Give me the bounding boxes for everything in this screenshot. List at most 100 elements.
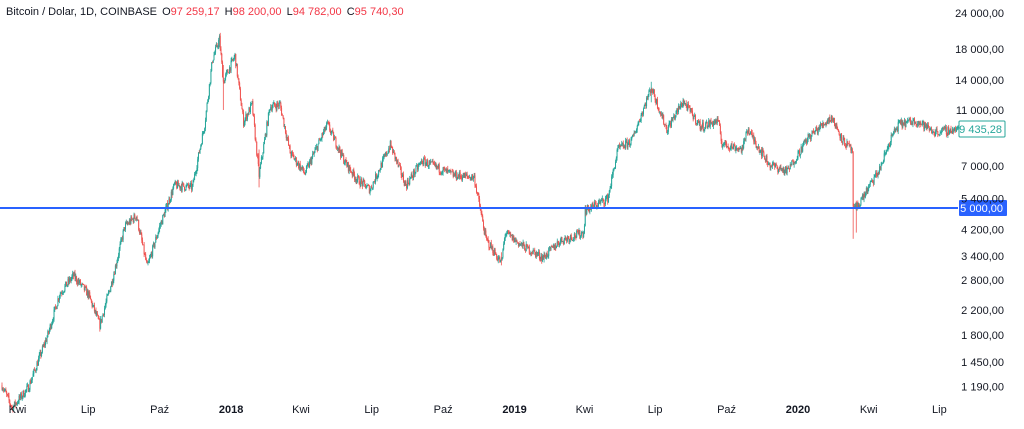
candle <box>241 102 243 110</box>
candle-body <box>770 165 772 168</box>
candle-body <box>83 284 85 285</box>
candle-body <box>751 132 753 137</box>
candle-body <box>572 239 574 241</box>
candle <box>594 200 596 205</box>
candle-body <box>10 403 12 406</box>
candle <box>100 316 102 330</box>
candle-body <box>865 187 867 194</box>
candle <box>249 107 251 113</box>
candle <box>668 120 670 128</box>
candle-body <box>888 145 890 147</box>
candle <box>700 126 702 132</box>
candle <box>611 174 613 190</box>
candle-body <box>737 149 739 151</box>
candle <box>705 121 707 130</box>
candle-body <box>696 122 698 124</box>
candle <box>429 160 431 166</box>
candle <box>7 392 9 398</box>
candle-body <box>385 152 387 156</box>
candle <box>206 102 208 113</box>
candle <box>391 145 393 149</box>
candle <box>46 335 48 345</box>
candle <box>291 150 293 158</box>
candle-body <box>535 252 537 257</box>
candle-body <box>773 162 775 165</box>
candle <box>339 146 341 154</box>
candle <box>899 119 901 124</box>
candle-body <box>854 204 856 208</box>
candle-body <box>260 163 262 169</box>
candle-body <box>560 237 562 241</box>
candle-body <box>656 99 658 104</box>
candle-body <box>392 150 394 154</box>
candle <box>823 124 825 126</box>
candle <box>117 252 119 262</box>
candle-body <box>677 108 679 113</box>
candle <box>184 186 186 192</box>
candle-body <box>582 232 584 237</box>
candle <box>509 231 511 237</box>
candle-body <box>606 195 608 198</box>
candle <box>505 232 507 238</box>
candle <box>115 263 117 269</box>
candle-body <box>464 173 466 178</box>
candle <box>890 132 892 146</box>
candle <box>928 126 930 133</box>
candle <box>197 156 199 171</box>
candle <box>403 180 405 187</box>
candle-body <box>891 134 893 137</box>
candle-body <box>353 169 355 175</box>
candle-body <box>417 165 419 170</box>
time-tick-label: Paź <box>150 404 169 416</box>
candle-body <box>22 390 24 397</box>
candle-body <box>712 122 714 127</box>
candle-body <box>910 119 912 125</box>
candle-body <box>190 183 192 190</box>
candle-body <box>406 180 408 189</box>
candle-body <box>788 167 790 169</box>
candle-body <box>646 97 648 107</box>
candle-body <box>917 121 919 124</box>
candle-body <box>922 121 924 123</box>
candle <box>343 153 345 165</box>
candle <box>218 34 220 48</box>
candle-body <box>591 203 593 207</box>
candle-body <box>845 146 847 147</box>
candle <box>308 162 310 168</box>
candle-body <box>915 121 917 125</box>
candle-body <box>298 162 300 169</box>
candle <box>396 159 398 164</box>
time-axis[interactable]: Kwi Lip Paź 2018 Kwi Lip Paź 2019 Kwi Lip Paź 2020 K… <box>9 404 947 416</box>
candle-body <box>270 107 272 111</box>
candle <box>529 252 531 255</box>
candle-body <box>707 125 709 129</box>
candle-body <box>580 235 582 238</box>
candle <box>645 102 647 110</box>
candle-body <box>531 252 533 254</box>
candle-body <box>368 185 370 187</box>
candle-body <box>864 194 866 197</box>
candle <box>886 145 888 152</box>
candle-body <box>63 290 65 293</box>
candle <box>156 235 158 239</box>
candle-body <box>741 146 743 153</box>
candle <box>665 122 667 130</box>
horizontal-line-layer[interactable]: 5 000,00 <box>0 199 1007 216</box>
candle-body <box>631 137 633 139</box>
candle-body <box>311 157 313 164</box>
candle <box>680 100 682 110</box>
candle-body <box>137 220 139 221</box>
candle <box>625 138 627 144</box>
candle-body <box>168 198 170 205</box>
candle-body <box>559 244 561 246</box>
candle <box>17 399 19 404</box>
candle <box>531 251 533 257</box>
candle-body <box>61 292 63 294</box>
candle <box>720 131 722 144</box>
candle-body <box>498 257 500 259</box>
candle <box>887 144 889 152</box>
candle <box>523 241 525 246</box>
